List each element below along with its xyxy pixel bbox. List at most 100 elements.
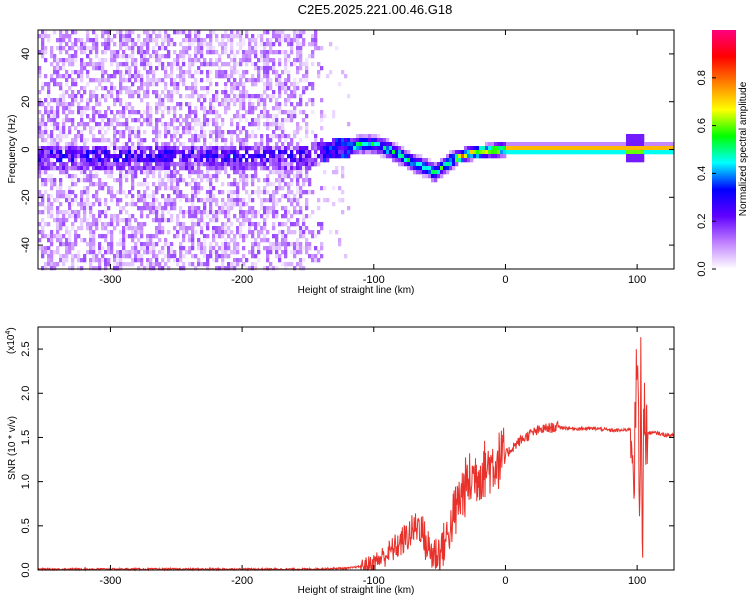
spectrogram-cell xyxy=(257,142,261,147)
spectrogram-cell xyxy=(203,162,207,167)
spectrogram-cell xyxy=(80,266,84,271)
spectrogram-cell xyxy=(212,186,216,191)
spectrogram-cell xyxy=(110,82,114,87)
spectrogram-cell xyxy=(368,142,372,147)
spectrogram-cell xyxy=(266,150,270,155)
spectrogram-cell xyxy=(77,46,81,51)
spectrogram-cell xyxy=(248,134,252,139)
spectrogram-cell xyxy=(188,238,192,243)
spectrogram-cell xyxy=(167,258,171,263)
spectrogram-cell xyxy=(275,190,279,195)
spectrogram-cell xyxy=(95,54,99,59)
spectrogram-cell xyxy=(44,138,48,143)
spectrogram-cell xyxy=(155,58,159,63)
spectrogram-cell xyxy=(491,154,495,159)
spectrogram-cell xyxy=(194,110,198,115)
spectrogram-cell xyxy=(326,154,330,159)
spectrogram-cell xyxy=(407,154,411,159)
spectrogram-cell xyxy=(98,186,102,191)
spectrogram-cell xyxy=(536,142,540,147)
spectrogram-cell xyxy=(359,150,363,155)
spectrogram-cell xyxy=(218,126,222,131)
spectrogram-cell xyxy=(122,146,126,151)
spectrogram-cell xyxy=(155,206,159,211)
spectrogram-cell xyxy=(410,154,414,159)
spectrogram-cell xyxy=(158,34,162,39)
spectrogram-cell xyxy=(68,74,72,79)
spectrogram-cell xyxy=(116,94,120,99)
spectrogram-cell xyxy=(59,218,63,223)
spectrogram-cell xyxy=(152,50,156,55)
spectrogram-cell xyxy=(179,198,183,203)
spectrogram-cell xyxy=(215,114,219,119)
spectrogram-cell xyxy=(116,90,120,95)
spectrogram-cell xyxy=(170,246,174,251)
spectrogram-cell xyxy=(74,146,78,151)
spectrogram-cell xyxy=(278,50,282,55)
spectrogram-cell xyxy=(119,182,123,187)
spectrogram-cell xyxy=(164,182,168,187)
spectrogram-cell xyxy=(266,146,270,151)
spectrogram-cell xyxy=(65,194,69,199)
spectrogram-cell xyxy=(314,146,318,151)
spectrogram-cell xyxy=(644,146,648,151)
spectrogram-cell xyxy=(107,154,111,159)
spectrogram-cell xyxy=(212,118,216,123)
spectrogram-cell xyxy=(167,230,171,235)
spectrogram-cell xyxy=(293,246,297,251)
spectrogram-cell xyxy=(197,218,201,223)
spectrogram-cell xyxy=(89,126,93,131)
spectrogram-cell xyxy=(197,206,201,211)
spectrogram-cell xyxy=(278,122,282,127)
spectrogram-cell xyxy=(125,174,129,179)
spectrogram-cell xyxy=(281,86,285,91)
spectrogram-cell xyxy=(245,210,249,215)
spectrogram-cell xyxy=(281,230,285,235)
spectrogram-cell xyxy=(230,190,234,195)
spectrogram-cell xyxy=(338,150,342,155)
spectrogram-cell xyxy=(302,146,306,151)
spectrogram-cell xyxy=(113,154,117,159)
spectrogram-cell xyxy=(191,230,195,235)
spectrogram-cell xyxy=(188,30,192,35)
spectrogram-cell xyxy=(110,218,114,223)
spectrogram-cell xyxy=(206,86,210,91)
spectrogram-cell xyxy=(242,202,246,207)
spectrogram-cell xyxy=(236,226,240,231)
spectrogram-cell xyxy=(119,30,123,35)
spectrogram-cell xyxy=(272,90,276,95)
spectrogram-cell xyxy=(419,170,423,175)
spectrogram-cell xyxy=(332,110,336,115)
spectrogram-cell xyxy=(95,86,99,91)
spectrogram-cell xyxy=(290,146,294,151)
spectrogram-cell xyxy=(221,266,225,271)
spectrogram-cell xyxy=(188,206,192,211)
spectrogram-cell xyxy=(50,46,54,51)
spectrogram-cell xyxy=(461,154,465,159)
spectrogram-cell xyxy=(161,90,165,95)
spectrogram-y-tick-label: -20 xyxy=(20,189,32,205)
spectrogram-cell xyxy=(98,250,102,255)
spectrogram-cell xyxy=(161,146,165,151)
spectrogram-cell xyxy=(113,114,117,119)
spectrogram-cell xyxy=(221,190,225,195)
spectrogram-cell xyxy=(116,202,120,207)
spectrogram-cell xyxy=(101,226,105,231)
spectrogram-cell xyxy=(95,110,99,115)
spectrogram-cell xyxy=(131,46,135,51)
spectrogram-cell xyxy=(290,162,294,167)
spectrogram-cell xyxy=(68,46,72,51)
spectrogram-cell xyxy=(263,158,267,163)
spectrogram-cell xyxy=(263,30,267,35)
spectrogram-cell xyxy=(584,146,588,151)
spectrogram-cell xyxy=(164,70,168,75)
spectrogram-cell xyxy=(440,166,444,171)
spectrogram-cell xyxy=(92,218,96,223)
spectrogram-cell xyxy=(143,194,147,199)
spectrogram-cell xyxy=(95,162,99,167)
spectrogram-cell xyxy=(389,150,393,155)
spectrogram-cell xyxy=(281,186,285,191)
spectrogram-cell xyxy=(107,118,111,123)
spectrogram-cell xyxy=(245,266,249,271)
spectrogram-cell xyxy=(194,30,198,35)
